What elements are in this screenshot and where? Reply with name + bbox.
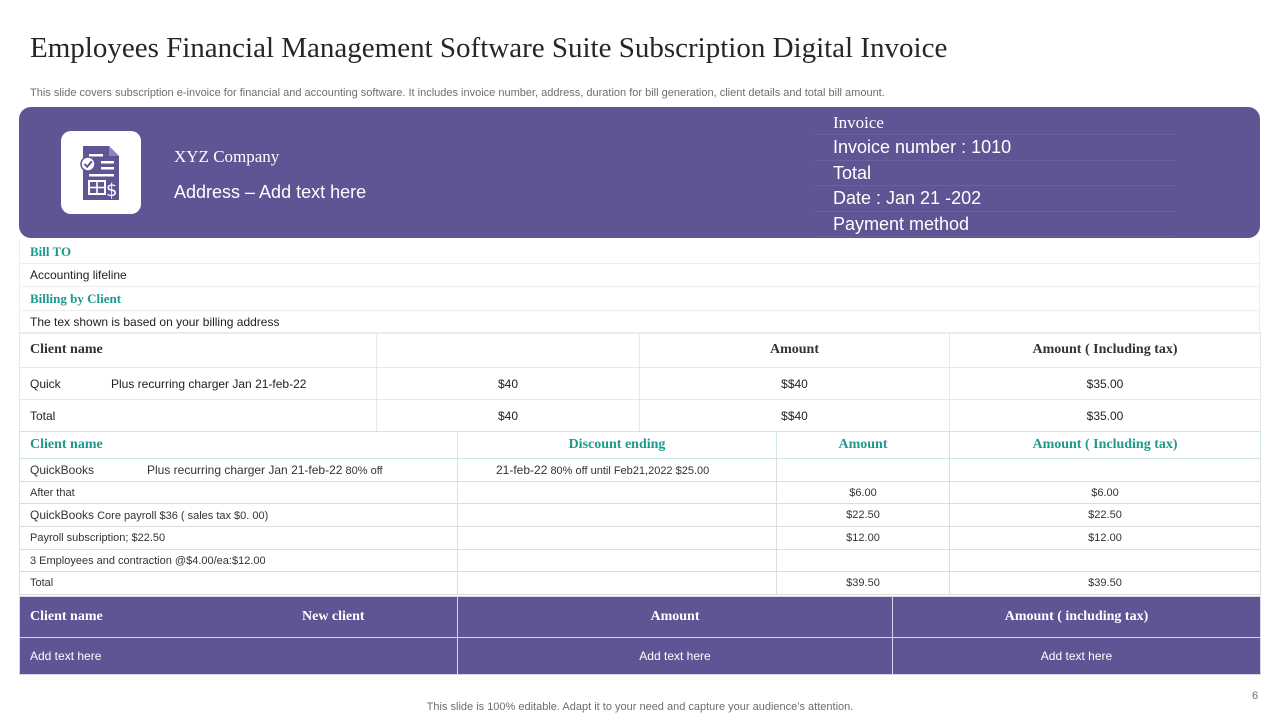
amount-cell (776, 458, 950, 482)
table-row: Total $39.50 $39.50 (19, 571, 1261, 596)
col-amount: Amount (457, 596, 893, 638)
table-header-row: Client name New client Amount Amount ( in… (19, 596, 1261, 638)
col-amount-tax: Amount ( Including tax) (949, 431, 1261, 459)
client-name: After that (19, 480, 458, 505)
amount-cell: $6.00 (776, 480, 950, 505)
bill-to-value: Accounting lifeline (19, 263, 1260, 287)
amount-tax-cell: $6.00 (949, 480, 1261, 505)
table-header-row: Client name Discount ending Amount Amoun… (19, 431, 1261, 459)
client-cell: QuickBooks Plus recurring charger Jan 21-… (19, 458, 458, 482)
bill-to-heading: Bill TO (19, 240, 1260, 264)
amount-tax-cell: $39.50 (949, 571, 1261, 596)
col-client-name: Client name (30, 609, 103, 624)
client-name: Payroll subscription; $22.50 (19, 526, 458, 550)
discount-cell (457, 571, 777, 596)
amount-cell: $22.50 (776, 503, 950, 528)
table-header-row: Client name Amount Amount ( Including ta… (19, 332, 1261, 368)
page-number: 6 (1252, 690, 1259, 702)
price-cell: $40 (376, 399, 640, 432)
discount-text: 80% off until Feb21,2022 $25.00 (550, 464, 710, 477)
amount-tax-cell: $35.00 (949, 367, 1261, 400)
discount-cell (457, 526, 777, 550)
col-amount-tax: Amount ( Including tax) (949, 332, 1261, 368)
col-discount-ending: Discount ending (457, 431, 777, 459)
amount-cell: $39.50 (776, 571, 950, 596)
company-name: XYZ Company (174, 147, 280, 166)
discount-table: Client name Discount ending Amount Amoun… (19, 431, 1261, 596)
price-cell: $40 (376, 367, 640, 400)
client-name: QuickBooks (30, 508, 95, 523)
table-row: Add text here Add text here Add text her… (19, 637, 1261, 675)
slide-title: Employees Financial Management Software … (30, 32, 948, 64)
offer-text: 80% off (345, 464, 383, 477)
amount-tax-cell: Add text here (892, 637, 1261, 675)
amount-cell: $12.00 (776, 526, 950, 550)
amount-cell (776, 548, 950, 573)
amount-tax-cell (949, 548, 1261, 573)
client-name: Total (19, 399, 377, 432)
client-name: Quick (30, 376, 61, 391)
client-desc: Plus recurring charger Jan 21-feb-22 (147, 462, 343, 477)
table-row: Total $40 $$40 $35.00 (19, 399, 1261, 432)
amount-cell: Add text here (457, 637, 893, 675)
invoice-label: Invoice (815, 110, 1175, 136)
invoice-number: Invoice number : 1010 (815, 135, 1175, 161)
company-address: Address – Add text here (174, 182, 367, 202)
invoice-document-icon: $ (80, 145, 119, 201)
client-desc: Core payroll $36 ( sales tax $0. 00) (97, 510, 269, 523)
table-row: Quick Plus recurring charger Jan 21-feb-2… (19, 367, 1261, 400)
amount-cell: $$40 (639, 367, 950, 400)
table-row: After that $6.00 $6.00 (19, 480, 1261, 505)
amount-tax-cell: $35.00 (949, 399, 1261, 432)
amount-tax-cell (949, 458, 1261, 482)
billing-section: Bill TO Accounting lifeline Billing by C… (19, 240, 1260, 334)
client-cell: Quick Plus recurring charger Jan 21-feb-2… (19, 367, 377, 400)
discount-cell (457, 503, 777, 528)
charges-table: Client name Amount Amount ( Including ta… (19, 332, 1261, 432)
billing-by-client-heading: Billing by Client (19, 287, 1260, 311)
svg-text:$: $ (106, 180, 117, 201)
client-name: Total (19, 571, 458, 596)
client-desc: Plus recurring charger Jan 21-feb-22 (111, 376, 307, 391)
col-client-name: Client name (19, 431, 458, 459)
table-row: QuickBooks Core payroll $36 ( sales tax … (19, 503, 1261, 528)
col-amount: Amount (639, 332, 950, 368)
billing-by-client-value: The tex shown is based on your billing a… (19, 310, 1260, 334)
invoice-total: Total (815, 161, 1175, 187)
invoice-details: Invoice Invoice number : 1010 Total Date… (815, 110, 1175, 237)
discount-cell (457, 480, 777, 505)
client-name: QuickBooks (30, 462, 95, 477)
col-new-client: New client (302, 609, 365, 624)
discount-date: 21-feb-22 (496, 462, 548, 477)
col-amount: Amount (776, 431, 950, 459)
amount-tax-cell: $22.50 (949, 503, 1261, 528)
table-row: QuickBooks Plus recurring charger Jan 21-… (19, 458, 1261, 482)
client-header-cell: Client name New client (19, 596, 458, 638)
slide-subtitle: This slide covers subscription e-invoice… (30, 87, 885, 99)
footer-text: This slide is 100% editable. Adapt it to… (426, 701, 854, 713)
invoice-header-banner: $ XYZ Company Address – Add text here In… (19, 107, 1260, 238)
new-client-table: Client name New client Amount Amount ( in… (19, 596, 1261, 675)
client-name: 3 Employees and contraction @$4.00/ea:$1… (19, 548, 458, 573)
amount-tax-cell: $12.00 (949, 526, 1261, 550)
col-client-name: Client name (19, 332, 377, 368)
table-row: 3 Employees and contraction @$4.00/ea:$1… (19, 548, 1261, 573)
client-cell: QuickBooks Core payroll $36 ( sales tax … (19, 503, 458, 528)
col-amount-tax: Amount ( including tax) (892, 596, 1261, 638)
logo-tile: $ (61, 131, 141, 214)
payment-method: Payment method (815, 212, 1175, 237)
amount-cell: $$40 (639, 399, 950, 432)
client-cell: Add text here (19, 637, 458, 675)
col-blank (376, 332, 640, 368)
table-row: Payroll subscription; $22.50 $12.00 $12.… (19, 526, 1261, 550)
discount-cell (457, 548, 777, 573)
discount-cell: 21-feb-22 80% off until Feb21,2022 $25.0… (457, 458, 777, 482)
invoice-date: Date : Jan 21 -202 (815, 186, 1175, 212)
